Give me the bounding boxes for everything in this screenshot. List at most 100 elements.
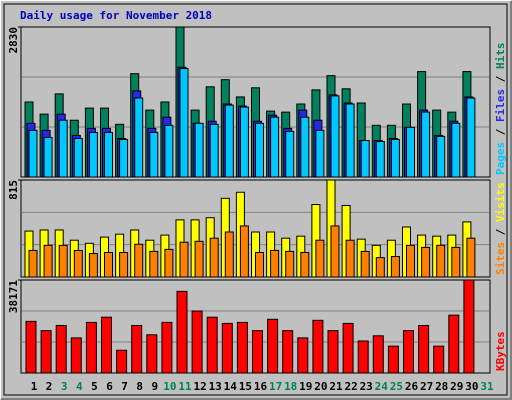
x-tick-label: 22 (344, 380, 357, 393)
legend-entry: Hits (494, 43, 507, 70)
bar (433, 345, 445, 374)
bar (360, 250, 370, 278)
bar (315, 129, 325, 178)
bar (466, 237, 476, 278)
bar (357, 340, 369, 374)
x-tick-label: 31 (480, 380, 494, 393)
x-tick-label: 3 (61, 380, 68, 393)
bar (297, 337, 309, 374)
bar (406, 244, 415, 278)
legend-entry: KBytes (494, 331, 507, 371)
legend-entry: Files (494, 89, 507, 122)
bar (466, 97, 476, 178)
bar (161, 321, 173, 374)
legend-separator: / (494, 69, 507, 89)
x-tick-label: 7 (121, 380, 128, 393)
bar (73, 249, 83, 278)
bar (342, 322, 354, 374)
bar (255, 122, 264, 178)
bar (375, 257, 385, 278)
x-tick-label: 18 (284, 380, 297, 393)
bar (119, 251, 129, 278)
bar (88, 253, 98, 278)
bar (176, 290, 188, 374)
bar (436, 244, 446, 278)
bar (134, 243, 144, 278)
y-tick-label: 2830 (7, 27, 20, 54)
bar (179, 241, 189, 278)
bar (206, 316, 218, 374)
legend-separator: / (494, 122, 507, 142)
bar (221, 322, 233, 374)
bar (451, 246, 461, 278)
bar (463, 279, 475, 374)
bar (330, 225, 340, 278)
bar (282, 330, 294, 374)
bar (315, 239, 325, 278)
x-tick-label: 16 (254, 380, 268, 393)
legend: KBytes (494, 331, 507, 371)
bar (255, 251, 264, 278)
bar (194, 240, 204, 278)
x-tick-label: 11 (178, 380, 192, 393)
bar (43, 136, 53, 178)
bar (134, 97, 144, 178)
legend-entry: Pages (494, 142, 507, 175)
bar (224, 231, 234, 278)
bar (285, 250, 295, 278)
bar (267, 318, 279, 374)
bar (387, 345, 399, 374)
bar (191, 310, 203, 374)
x-tick-label: 13 (209, 380, 222, 393)
chart-title: Daily usage for November 2018 (20, 9, 212, 22)
bar (164, 124, 174, 178)
bar (236, 321, 248, 374)
bar (390, 139, 400, 178)
legend-separator: / (494, 222, 507, 242)
x-tick-label: 6 (106, 380, 113, 393)
bar (209, 123, 219, 178)
bar (403, 330, 414, 374)
x-tick-label: 10 (163, 380, 176, 393)
bar (330, 95, 340, 178)
x-tick-label: 19 (299, 380, 312, 393)
bar (327, 330, 339, 374)
bar (149, 250, 159, 278)
x-tick-label: 29 (450, 380, 463, 393)
x-tick-label: 24 (375, 380, 389, 393)
bar (104, 251, 113, 278)
bar (436, 135, 446, 178)
bar (70, 337, 82, 374)
bar (448, 314, 460, 374)
bar (164, 248, 174, 278)
bar (73, 137, 83, 178)
bar (104, 131, 113, 178)
bar (58, 119, 68, 178)
x-tick-label: 5 (91, 380, 98, 393)
bar (300, 116, 310, 178)
bar (421, 246, 431, 278)
bar (131, 324, 143, 374)
bar (85, 321, 97, 374)
legend: Pages / Files / Hits (494, 43, 507, 176)
x-tick-label: 1 (31, 380, 38, 393)
bar (224, 104, 234, 178)
bar (28, 129, 38, 178)
x-tick-label: 15 (239, 380, 252, 393)
bar (40, 330, 52, 374)
x-tick-label: 12 (193, 380, 206, 393)
x-tick-label: 9 (151, 380, 158, 393)
bar (179, 68, 189, 178)
x-tick-label: 20 (314, 380, 327, 393)
bar (345, 239, 355, 278)
bar (406, 126, 415, 178)
bar (209, 237, 219, 278)
x-tick-label: 27 (420, 380, 433, 393)
bar (58, 244, 68, 278)
x-tick-label: 28 (435, 380, 448, 393)
bar (146, 334, 158, 374)
x-tick-label: 8 (136, 380, 143, 393)
bar (375, 141, 385, 178)
bar (418, 324, 430, 374)
